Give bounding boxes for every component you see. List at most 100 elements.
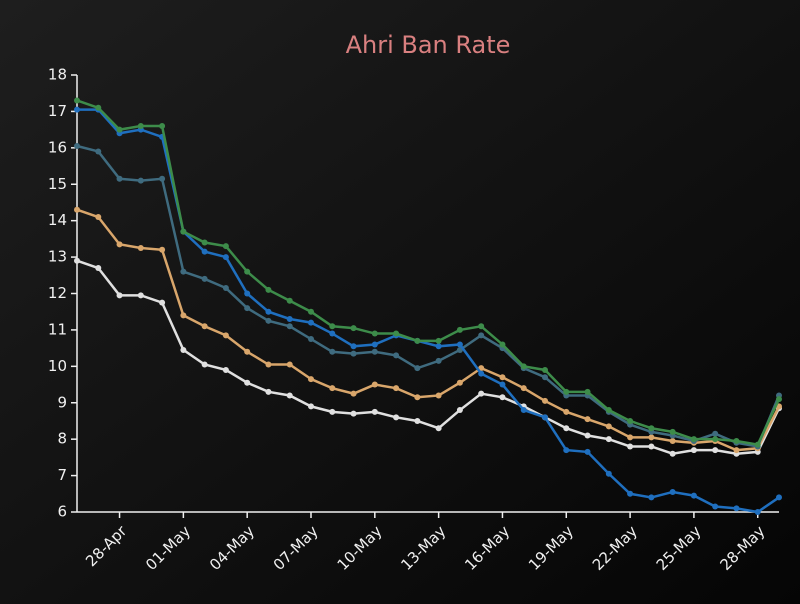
data-point: [669, 488, 676, 495]
data-point: [712, 436, 719, 443]
data-point: [414, 417, 421, 424]
data-point: [137, 177, 144, 184]
data-point: [265, 317, 272, 324]
data-point: [159, 175, 166, 182]
data-point: [350, 410, 357, 417]
data-point: [308, 336, 314, 343]
y-tick-label: 11: [48, 320, 67, 338]
data-point: [669, 428, 676, 435]
data-point: [201, 239, 208, 246]
data-point: [286, 297, 293, 304]
data-point: [456, 407, 463, 414]
series-line: [76, 208, 781, 452]
y-tick-label: 13: [48, 248, 67, 266]
data-point: [478, 323, 485, 330]
data-point: [137, 122, 144, 129]
data-point: [265, 308, 272, 315]
y-tick-label: 15: [48, 175, 67, 193]
data-point: [180, 346, 187, 353]
data-point: [563, 447, 570, 454]
data-point: [180, 268, 187, 275]
data-point: [222, 243, 229, 250]
data-point: [180, 228, 187, 235]
data-point: [648, 434, 655, 441]
y-tick-label: 16: [48, 138, 67, 156]
data-point: [542, 374, 548, 381]
data-point: [690, 447, 697, 454]
data-point: [116, 241, 123, 248]
data-point: [159, 246, 166, 253]
y-tick-label: 9: [57, 393, 67, 411]
data-point: [776, 396, 782, 403]
data-point: [116, 175, 123, 182]
data-point: [393, 352, 400, 359]
data-point: [371, 408, 378, 415]
data-point: [456, 341, 463, 348]
data-point: [627, 490, 634, 497]
data-point: [222, 366, 229, 373]
data-point: [74, 257, 80, 264]
data-point: [74, 143, 80, 150]
data-point: [478, 332, 485, 339]
data-point: [201, 248, 208, 255]
data-point: [244, 268, 251, 275]
y-tick-label: 12: [48, 284, 67, 302]
data-point: [584, 416, 591, 423]
data-point: [371, 330, 378, 337]
data-point: [584, 432, 591, 439]
data-point: [499, 374, 506, 381]
data-point: [244, 305, 251, 312]
data-point: [499, 394, 506, 401]
data-point: [414, 337, 421, 344]
data-point: [265, 286, 272, 293]
data-point: [605, 407, 612, 414]
data-point: [74, 97, 80, 104]
data-point: [542, 414, 548, 421]
data-point: [563, 425, 570, 432]
data-point: [244, 290, 251, 297]
data-point: [222, 332, 229, 339]
data-point: [648, 494, 655, 501]
data-point: [584, 388, 591, 395]
data-point: [627, 434, 634, 441]
chart-title: Ahri Ban Rate: [346, 31, 511, 59]
data-point: [520, 385, 527, 392]
data-point: [95, 148, 102, 155]
data-point: [244, 348, 251, 355]
data-point: [116, 292, 123, 299]
data-point: [712, 447, 719, 454]
data-point: [605, 470, 612, 477]
data-point: [435, 343, 442, 350]
data-point: [308, 308, 314, 315]
data-point: [435, 357, 442, 364]
data-point: [605, 436, 612, 443]
series-line: [76, 259, 781, 456]
data-point: [329, 385, 336, 392]
data-point: [733, 437, 740, 444]
data-point: [222, 285, 229, 292]
data-point: [648, 443, 655, 450]
data-point: [201, 323, 208, 330]
data-point: [690, 492, 697, 499]
data-point: [478, 390, 485, 397]
data-point: [286, 361, 293, 368]
data-point: [669, 437, 676, 444]
data-point: [499, 381, 506, 388]
data-point: [393, 330, 400, 337]
data-point: [435, 392, 442, 399]
data-point: [520, 407, 527, 414]
data-point: [308, 319, 314, 326]
data-point: [776, 494, 782, 501]
y-tick-label: 8: [57, 430, 67, 448]
series-line: [76, 144, 781, 448]
data-point: [137, 292, 144, 299]
data-point: [286, 392, 293, 399]
data-point: [308, 376, 314, 383]
data-point: [690, 436, 697, 443]
data-point: [563, 388, 570, 395]
data-point: [74, 206, 80, 213]
data-point: [712, 430, 719, 437]
y-tick-label: 10: [48, 357, 67, 375]
data-point: [95, 214, 102, 221]
